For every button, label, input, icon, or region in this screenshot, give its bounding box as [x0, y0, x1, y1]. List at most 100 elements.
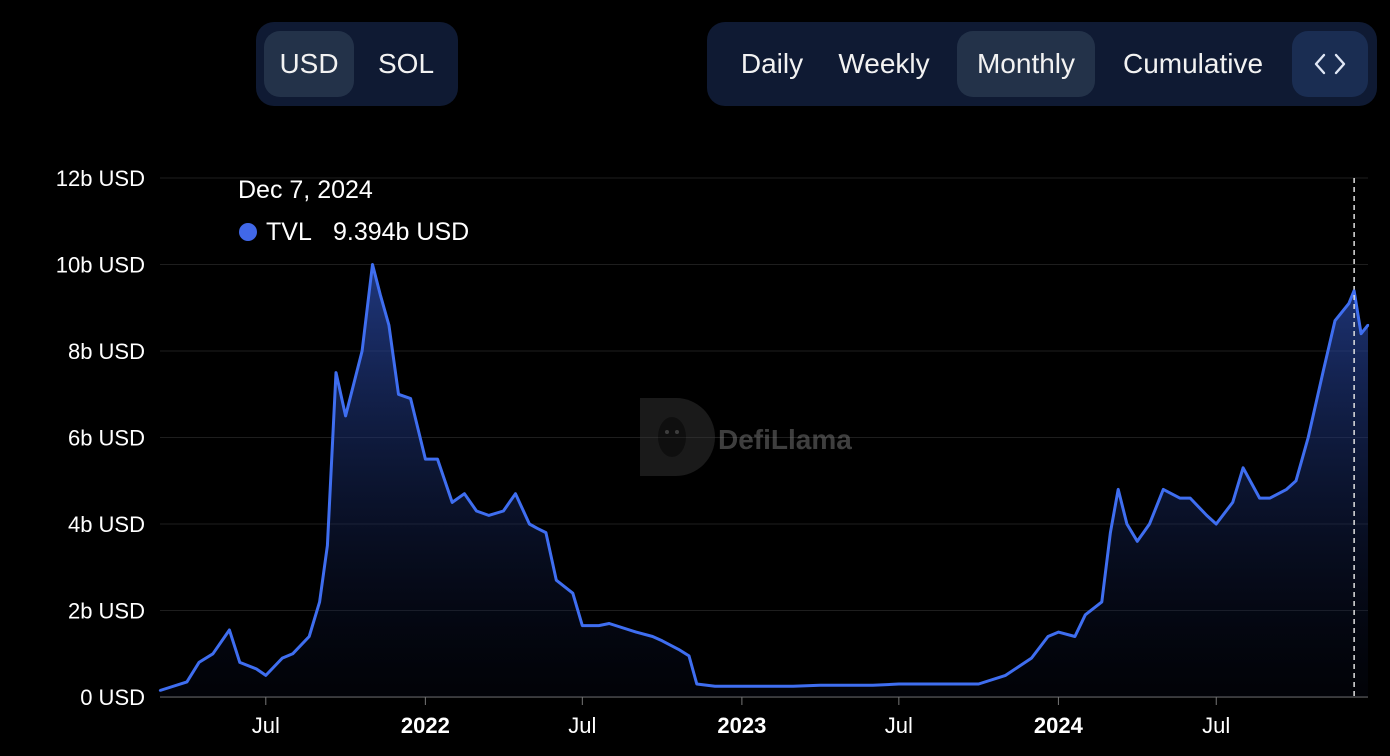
y-tick-label: 4b USD — [68, 512, 145, 537]
data-point — [608, 622, 611, 625]
data-point — [1100, 600, 1103, 604]
data-point — [487, 514, 490, 517]
data-point — [1306, 436, 1310, 439]
data-point — [1125, 522, 1129, 526]
data-point — [379, 293, 382, 296]
data-point — [1333, 319, 1337, 322]
y-axis: 0 USD 2b USD 4b USD 6b USD 8b USD 10b USD 12b … — [56, 166, 145, 710]
data-point — [687, 654, 691, 658]
data-point — [1046, 635, 1050, 638]
y-tick-label: 0 USD — [80, 685, 145, 710]
x-tick-label: Jul — [252, 713, 280, 738]
watermark-text: DefiLlama — [718, 424, 852, 455]
data-point — [544, 531, 548, 534]
data-point — [463, 492, 466, 495]
x-tick-label: 2023 — [717, 713, 766, 738]
data-point — [528, 522, 531, 526]
data-point — [660, 639, 664, 642]
data-point — [818, 684, 822, 687]
data-point — [502, 509, 505, 513]
data-point — [581, 624, 584, 627]
data-point — [844, 684, 848, 687]
data-point — [1285, 488, 1288, 491]
period-monthly-button[interactable]: Monthly — [957, 31, 1095, 97]
tooltip-series-dot — [239, 223, 257, 241]
data-point — [1117, 488, 1120, 491]
data-point — [977, 682, 980, 686]
currency-sol-button[interactable]: SOL — [377, 48, 435, 79]
data-point — [651, 635, 654, 638]
data-point — [307, 635, 311, 638]
data-point — [1004, 674, 1007, 677]
y-tick-label: 8b USD — [68, 339, 145, 364]
tvl-line — [159, 263, 1370, 692]
data-point — [360, 349, 364, 353]
data-point — [951, 682, 954, 686]
x-tick-label: 2022 — [401, 713, 450, 738]
code-brackets-icon — [1314, 53, 1346, 75]
tooltip: Dec 7, 2024 TVL 9.394b USD — [238, 176, 469, 246]
data-point — [158, 689, 162, 692]
y-tick-label: 12b USD — [56, 166, 145, 191]
data-point — [1352, 289, 1356, 292]
data-point — [238, 661, 241, 664]
watermark: DefiLlama — [640, 398, 852, 476]
period-daily-button[interactable]: Daily — [740, 48, 804, 79]
period-toggle: Daily Weekly Monthly Cumulative — [707, 22, 1377, 106]
data-point — [1258, 496, 1261, 500]
data-point — [1366, 323, 1370, 327]
data-point — [1215, 522, 1218, 526]
currency-usd-button[interactable]: USD — [264, 31, 354, 97]
data-point — [185, 680, 189, 684]
x-tick-label: Jul — [1202, 713, 1230, 738]
data-point — [1073, 635, 1077, 638]
data-point — [326, 544, 329, 547]
data-point — [1321, 371, 1325, 374]
data-point — [897, 682, 901, 686]
y-tick-label: 10b USD — [56, 253, 145, 278]
tooltip-series-name: TVL — [266, 218, 312, 246]
data-point — [740, 684, 744, 688]
data-point — [281, 656, 284, 660]
data-point — [291, 652, 294, 655]
data-point — [571, 592, 574, 595]
data-point — [1162, 488, 1165, 491]
data-point — [318, 600, 321, 604]
data-point — [1241, 466, 1245, 469]
data-points — [158, 263, 1370, 692]
data-point — [536, 527, 539, 530]
data-point — [228, 628, 231, 632]
y-tick-label: 6b USD — [68, 426, 145, 451]
data-point — [436, 457, 439, 461]
data-point — [475, 509, 478, 513]
data-point — [409, 397, 412, 400]
data-point — [344, 414, 347, 418]
data-point — [397, 393, 400, 396]
data-point — [197, 661, 201, 664]
data-point — [713, 684, 717, 688]
data-point — [871, 684, 875, 687]
period-cumulative-button[interactable]: Cumulative — [1122, 48, 1264, 79]
data-point — [1057, 630, 1060, 634]
data-point — [555, 579, 558, 582]
data-point — [1205, 514, 1208, 517]
data-point — [791, 684, 795, 688]
embed-button[interactable] — [1292, 31, 1368, 97]
data-point — [1178, 496, 1182, 500]
y-tick-label: 2b USD — [68, 599, 145, 624]
x-tick-label: Jul — [885, 713, 913, 738]
x-tick-label: Jul — [568, 713, 596, 738]
data-point — [424, 457, 427, 461]
data-point — [1189, 496, 1192, 500]
data-point — [1084, 613, 1087, 617]
data-point — [1268, 496, 1272, 500]
data-point — [1030, 656, 1033, 660]
data-point — [211, 652, 215, 655]
data-point — [334, 371, 338, 374]
data-point — [387, 323, 391, 327]
period-weekly-button[interactable]: Weekly — [838, 48, 930, 79]
data-point — [1347, 302, 1351, 305]
data-point — [514, 492, 517, 495]
data-point — [1148, 522, 1151, 526]
x-tick-label: 2024 — [1034, 713, 1084, 738]
